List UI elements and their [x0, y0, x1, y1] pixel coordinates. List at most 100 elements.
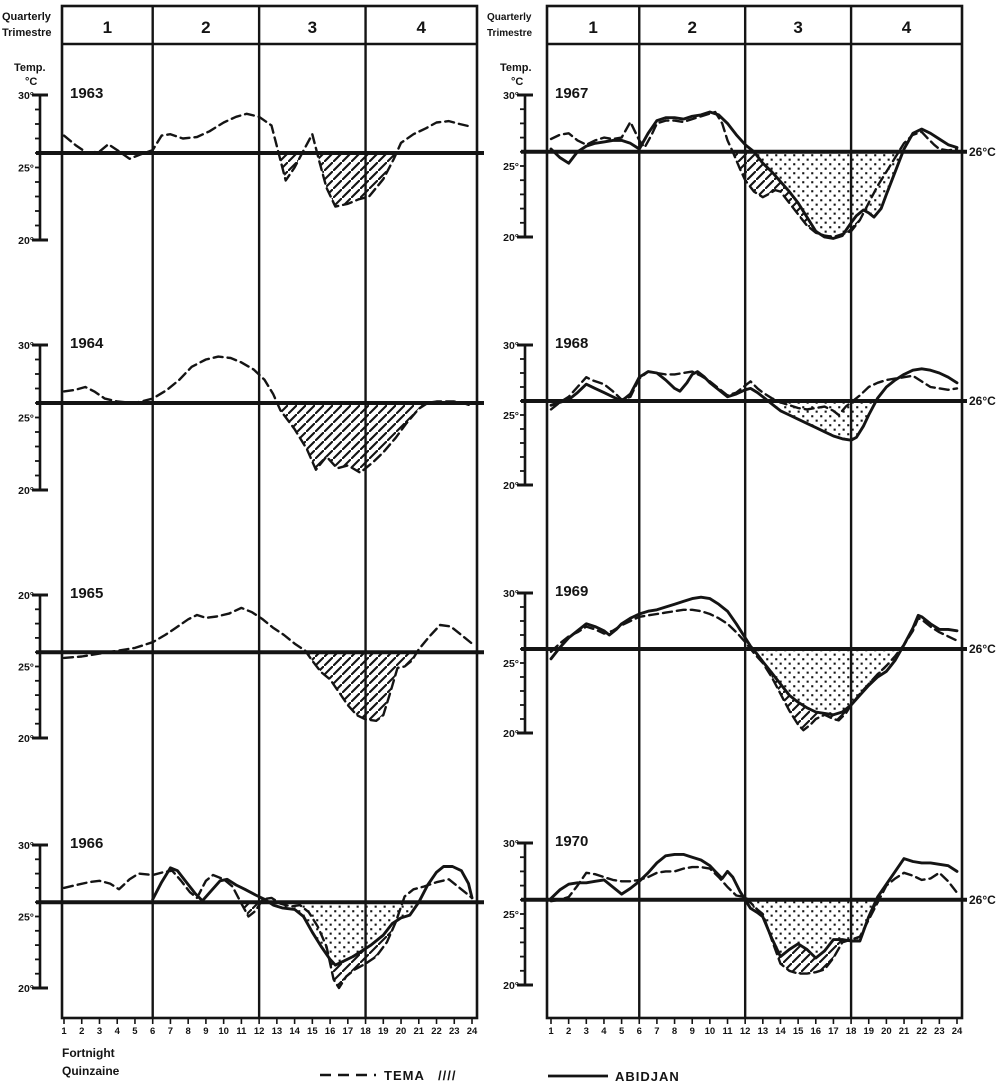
plot-frame [545, 4, 964, 1020]
tema-curve-1966 [62, 869, 474, 990]
temp-tick-label: 30° [503, 588, 519, 600]
x-tick-label: 16 [325, 1026, 336, 1037]
quarter-number-label: 4 [902, 18, 912, 37]
x-tick-label: 22 [431, 1026, 442, 1037]
temp-tick-label: 20° [503, 980, 519, 992]
deficit-area-dots-1966 [269, 902, 418, 966]
x-tick-label: 1 [61, 1026, 67, 1037]
x-tick-label: 3 [97, 1026, 102, 1037]
quarter-number-label: 3 [308, 18, 317, 37]
temp-tick-label: 30° [18, 90, 34, 102]
x-tick-label: 21 [413, 1026, 424, 1037]
x-tick-label: 23 [934, 1026, 945, 1037]
temp-tick-label: 25° [503, 658, 519, 670]
abidjan-curve-1967 [549, 110, 959, 240]
x-tick-label: 13 [758, 1026, 769, 1037]
temp-tick-label: 30° [503, 90, 519, 102]
x-tick-label: 23 [449, 1026, 460, 1037]
legend-tema-label: TEMA [384, 1068, 425, 1082]
tema-curve-1969 [549, 608, 959, 732]
x-tick-label: 15 [307, 1026, 318, 1037]
tema-deficit-area-hatched-1966 [241, 902, 396, 988]
x-tick-label: 7 [168, 1026, 173, 1037]
x-tick-label: 8 [672, 1026, 677, 1037]
temp-tick-label: 30° [18, 840, 34, 852]
tema-curve-1970 [549, 865, 959, 975]
quarter-number-label: 4 [417, 18, 427, 37]
x-tick-label: 14 [289, 1026, 300, 1037]
x-tick-label: 15 [793, 1026, 804, 1037]
year-label-1963: 1963 [70, 85, 103, 102]
tema-deficit-area-hatched-1963 [279, 153, 396, 207]
x-tick-label: 3 [584, 1026, 589, 1037]
x-tick-label: 7 [654, 1026, 659, 1037]
x-tick-label: 10 [218, 1026, 229, 1037]
temp-tick-label: 25° [18, 163, 34, 175]
abidjan-curve-1968 [549, 367, 959, 442]
temp-tick-label: 20° [18, 590, 34, 602]
x-tick-label: 1 [548, 1026, 554, 1037]
x-tick-label: 19 [378, 1026, 389, 1037]
x-tick-label: 9 [203, 1026, 208, 1037]
quarter-number-label: 1 [588, 18, 597, 37]
header-caption-quarterly-right: Quarterly [487, 12, 532, 23]
year-label-1964: 1964 [70, 335, 104, 352]
year-label-1968: 1968 [555, 335, 588, 352]
quarter-number-label: 2 [687, 18, 696, 37]
temp-axis-caption-left: Temp. [14, 62, 46, 74]
temp-tick-label: 20° [18, 733, 34, 745]
x-tick-label: 20 [396, 1026, 407, 1037]
temp-axis-unit-left: °C [25, 76, 37, 88]
year-label-1970: 1970 [555, 833, 588, 850]
temp-tick-label: 20° [18, 983, 34, 995]
year-label-1966: 1966 [70, 835, 103, 852]
x-tick-label: 8 [186, 1026, 191, 1037]
chart-panels: 1 2 3 41 2 3 4 5 6 7 8 9 10 11 12 13 14 15 16 17 18 19 20 21 22 2… [18, 4, 996, 1037]
x-tick-label: 4 [115, 1026, 121, 1037]
header-caption-trimestre-left: Trimestre [2, 27, 52, 39]
temp-tick-label: 30° [18, 340, 34, 352]
x-tick-label: 18 [846, 1026, 857, 1037]
x-tick-label: 18 [360, 1026, 371, 1037]
tema-curve-1965 [62, 606, 474, 722]
x-tick-label: 11 [236, 1026, 247, 1037]
tema-curve-1964 [62, 355, 474, 474]
temp-tick-label: 25° [503, 410, 519, 422]
quarter-number-label: 2 [201, 18, 210, 37]
tema-deficit-area-hatched-1969 [751, 649, 851, 731]
quarter-number-label: 1 [103, 18, 112, 37]
legend-abidjan-label: ABIDJAN [615, 1069, 680, 1082]
x-tick-label: 20 [881, 1026, 892, 1037]
deficit-area-dots-1968 [769, 401, 876, 441]
x-tick-label: 12 [740, 1026, 751, 1037]
x-tick-label: 9 [690, 1026, 695, 1037]
temp-axis-caption-right: Temp. [500, 62, 532, 74]
x-tick-label: 17 [343, 1026, 354, 1037]
temp-tick-label: 25° [18, 912, 34, 924]
x-axis-caption-fortnight: Fortnight [62, 1046, 115, 1060]
ref-line-label-26c: 26°C [969, 893, 996, 907]
x-tick-label: 2 [79, 1026, 84, 1037]
x-tick-label: 22 [916, 1026, 927, 1037]
x-tick-label: 5 [132, 1026, 138, 1037]
x-tick-label: 19 [863, 1026, 874, 1037]
temp-tick-label: 30° [503, 340, 519, 352]
x-tick-label: 11 [722, 1026, 733, 1037]
temp-tick-label: 20° [503, 232, 519, 244]
x-tick-label: 24 [467, 1026, 478, 1037]
x-tick-label: 24 [952, 1026, 963, 1037]
abidjan-curve-1970 [549, 852, 959, 960]
tema-deficit-area-hatched-1965 [307, 652, 417, 721]
x-tick-label: 2 [566, 1026, 571, 1037]
deficit-area-dots-1967 [754, 151, 903, 239]
x-tick-label: 10 [705, 1026, 716, 1037]
x-tick-label: 4 [601, 1026, 607, 1037]
x-axis-caption-quinzaine: Quinzaine [62, 1064, 120, 1078]
year-label-1969: 1969 [555, 583, 588, 600]
abidjan-curve-1966 [151, 865, 474, 967]
ref-line-label-26c: 26°C [969, 145, 996, 159]
temp-tick-label: 20° [503, 728, 519, 740]
header-caption-trimestre-right: Trimestre [487, 28, 532, 39]
x-tick-label: 6 [150, 1026, 155, 1037]
temp-axis-unit-right: °C [511, 76, 523, 88]
